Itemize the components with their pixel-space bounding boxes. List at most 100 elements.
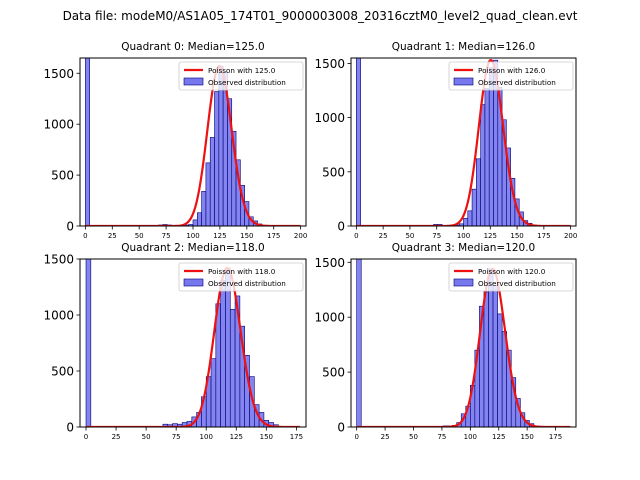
quadrant-0-legend: Poisson with 125.0 Observed distribution bbox=[178, 61, 304, 91]
quadrant-2-xtick-label: 150 bbox=[260, 433, 273, 441]
quadrant-1-title: Quadrant 1: Median=126.0 bbox=[392, 41, 535, 53]
quadrant-1-ytick-label: 0 bbox=[337, 220, 345, 234]
quadrant-1-bar bbox=[488, 67, 494, 226]
quadrant-0-xtick-label: 150 bbox=[240, 232, 253, 240]
quadrant-2-plot-area bbox=[85, 259, 300, 427]
quadrant-0-bar bbox=[214, 91, 220, 226]
quadrant-0-bar bbox=[85, 58, 90, 226]
quadrant-3-bar bbox=[488, 268, 494, 427]
quadrant-1-xtick-label: 100 bbox=[457, 232, 470, 240]
quadrant-0-bar bbox=[197, 212, 202, 226]
quadrant-3-legend-box bbox=[448, 262, 574, 292]
quadrant-1-bar bbox=[471, 188, 477, 226]
quadrant-1-ytick-label: 1000 bbox=[314, 111, 345, 125]
quadrant-1-bar bbox=[356, 58, 361, 226]
quadrant-1-legend-box bbox=[448, 61, 574, 91]
quadrant-2-poisson-line bbox=[86, 266, 300, 427]
quadrant-0-xtick-label: 50 bbox=[135, 232, 144, 240]
quadrant-2-bar bbox=[229, 309, 236, 427]
quadrant-1-xtick-label: 125 bbox=[484, 232, 497, 240]
quadrant-1-legend: Poisson with 126.0 Observed distribution bbox=[448, 61, 574, 91]
quadrant-3-ytick-label: 500 bbox=[322, 366, 345, 380]
quadrant-2-xtick-label: 175 bbox=[290, 433, 303, 441]
quadrant-1-bar bbox=[463, 218, 469, 226]
quadrant-0-title: Quadrant 0: Median=125.0 bbox=[121, 41, 264, 53]
quadrant-1-xtick-label: 0 bbox=[354, 232, 358, 240]
quadrant-2-legend-box bbox=[178, 262, 304, 292]
quadrant-3-ytick-label: 1000 bbox=[314, 311, 345, 325]
quadrant-0-xtick-label: 25 bbox=[108, 232, 117, 240]
quadrant-0-legend-label-observed: Observed distribution bbox=[208, 78, 286, 87]
quadrant-3-chart: Quadrant 3: Median=120.0 0 25 50 75 100 125 150… bbox=[314, 242, 577, 441]
quadrant-0-ytick-label: 0 bbox=[66, 220, 74, 234]
quadrant-2-bar bbox=[249, 376, 255, 427]
quadrant-1-xtick-label: 25 bbox=[379, 232, 388, 240]
quadrant-0-legend-bar-swatch bbox=[183, 77, 204, 86]
quadrant-2-xtick-label: 50 bbox=[142, 433, 151, 441]
quadrant-1-xtick-label: 75 bbox=[432, 232, 441, 240]
quadrant-0-chart: Quadrant 0: Median=125.0 0 25 50 75 100 125 150… bbox=[43, 41, 307, 240]
quadrant-3-ytick-label: 0 bbox=[337, 421, 345, 435]
quadrant-3-xtick-label: 100 bbox=[464, 433, 477, 441]
quadrant-1-xtick-label: 150 bbox=[510, 232, 523, 240]
quadrant-2-bar bbox=[225, 267, 231, 427]
figure-title: Data file: modeM0/AS1A05_174T01_90000030… bbox=[63, 9, 578, 23]
quadrant-3-bar bbox=[501, 331, 507, 427]
quadrant-2-ytick-label: 1500 bbox=[43, 253, 74, 267]
quadrant-3-bar bbox=[356, 259, 362, 427]
quadrant-0-bar bbox=[192, 219, 198, 226]
quadrant-1-xtick-label: 175 bbox=[537, 232, 550, 240]
quadrant-0-bar bbox=[209, 137, 215, 226]
quadrant-1-bar bbox=[484, 88, 490, 226]
quadrant-2-ytick-label: 500 bbox=[51, 365, 74, 379]
quadrant-1-legend-label-observed: Observed distribution bbox=[478, 78, 556, 87]
quadrant-2-xtick-label: 125 bbox=[230, 433, 243, 441]
quadrant-3-legend-bar-swatch bbox=[453, 278, 474, 287]
quadrant-1-bar bbox=[476, 158, 481, 226]
quadrant-0-xtick-label: 175 bbox=[267, 232, 280, 240]
quadrant-0-bar bbox=[205, 162, 211, 226]
quadrant-3-axes-frame bbox=[350, 258, 577, 428]
quadrant-1-legend-label-poisson: Poisson with 126.0 bbox=[478, 66, 546, 75]
quadrant-1-xtick-label: 50 bbox=[405, 232, 414, 240]
quadrant-3-title: Quadrant 3: Median=120.0 bbox=[392, 242, 535, 254]
quadrant-3-xtick-label: 125 bbox=[492, 433, 505, 441]
quadrant-3-legend-label-observed: Observed distribution bbox=[478, 279, 556, 288]
quadrant-2-bar bbox=[210, 358, 217, 427]
quadrant-3-poisson-line bbox=[356, 267, 571, 427]
quadrant-0-xtick-label: 0 bbox=[83, 232, 87, 240]
quadrant-3-xtick-label: 50 bbox=[409, 433, 418, 441]
quadrant-3-xtick-label: 150 bbox=[520, 433, 533, 441]
quadrant-2-legend: Poisson with 118.0 Observed distribution bbox=[178, 262, 304, 292]
quadrant-2-xtick-label: 0 bbox=[84, 433, 88, 441]
quadrant-3-ytick-label: 1500 bbox=[314, 256, 345, 270]
quadrant-2-legend-label-observed: Observed distribution bbox=[208, 279, 286, 288]
quadrant-2-bar bbox=[85, 259, 92, 427]
quadrant-2-legend-label-poisson: Poisson with 118.0 bbox=[208, 267, 276, 276]
quadrant-3-bar bbox=[492, 285, 498, 427]
quadrant-0-legend-box bbox=[178, 61, 304, 91]
quadrant-0-ytick-label: 1000 bbox=[43, 118, 74, 132]
quadrant-3-xtick-label: 175 bbox=[549, 433, 562, 441]
quadrant-0-ytick-label: 500 bbox=[51, 169, 74, 183]
quadrant-2-xtick-label: 75 bbox=[172, 433, 181, 441]
quadrant-3-legend: Poisson with 120.0 Observed distribution bbox=[448, 262, 574, 292]
quadrant-3-xtick-label: 25 bbox=[381, 433, 390, 441]
quadrant-1-bar bbox=[467, 210, 473, 226]
quadrant-0-bar bbox=[201, 191, 207, 226]
quadrant-0-plot-area bbox=[85, 58, 301, 226]
quadrant-0-xtick-label: 125 bbox=[213, 232, 226, 240]
quadrant-2-xtick-label: 25 bbox=[112, 433, 121, 441]
quadrant-2-xtick-label: 100 bbox=[200, 433, 213, 441]
quadrant-2-bar bbox=[220, 279, 226, 427]
quadrant-1-xtick-label: 200 bbox=[564, 232, 577, 240]
quadrant-2-ytick-label: 0 bbox=[66, 421, 74, 435]
quadrant-2-ytick-label: 1000 bbox=[43, 309, 74, 323]
quadrant-0-xtick-label: 75 bbox=[162, 232, 171, 240]
quadrant-3-xtick-label: 75 bbox=[437, 433, 446, 441]
quadrant-0-ytick-label: 1500 bbox=[43, 67, 74, 81]
quadrant-3-legend-label-poisson: Poisson with 120.0 bbox=[478, 267, 546, 276]
quadrant-1-ytick-label: 1500 bbox=[314, 57, 345, 71]
quadrant-0-legend-label-poisson: Poisson with 125.0 bbox=[208, 66, 276, 75]
